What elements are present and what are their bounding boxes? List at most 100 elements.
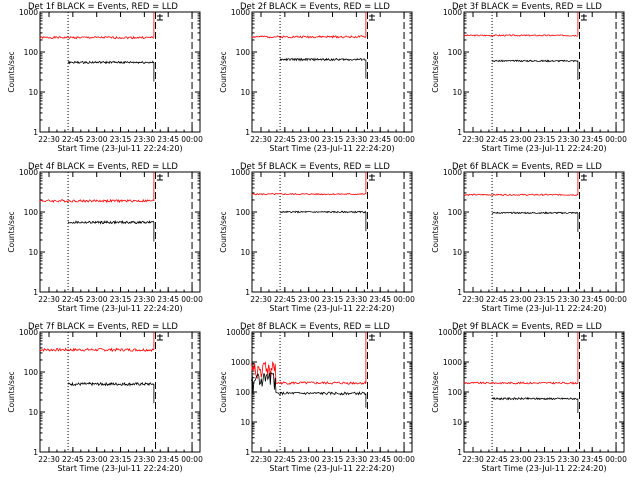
y-tick-label: 100 xyxy=(448,208,463,217)
y-tick-label: 100 xyxy=(24,48,39,57)
detector-panel: Det 1f BLACK = Events, RED = LLD 1 10 100 10… xyxy=(7,2,203,153)
x-tick-label: 23:30 xyxy=(134,295,156,304)
x-tick-label: 22:45 xyxy=(486,295,508,304)
y-tick-label: 1 xyxy=(245,128,250,137)
x-tick-label: 00:00 xyxy=(393,455,415,464)
panel-title: Det 8f BLACK = Events, RED = LLD xyxy=(240,322,390,332)
x-tick-label: 23:15 xyxy=(534,135,556,144)
panel-title: Det 2f BLACK = Events, RED = LLD xyxy=(240,2,390,12)
x-tick-label: 00:00 xyxy=(393,295,415,304)
y-tick-label: 10000 xyxy=(438,328,462,337)
plot-frame xyxy=(39,331,201,453)
x-tick-label: 00:00 xyxy=(393,135,415,144)
x-axis-label: Start Time (23-Jul-11 22:24:20) xyxy=(57,144,182,153)
y-tick-label: 1000 xyxy=(443,8,462,17)
y-tick-label: 1 xyxy=(457,448,462,457)
x-tick-label: 23:45 xyxy=(369,135,391,144)
plot-frame xyxy=(251,11,413,133)
x-axis-label: Start Time (23-Jul-11 22:24:20) xyxy=(57,464,182,473)
events-rate-line xyxy=(491,211,579,215)
lld-rate-line xyxy=(39,198,155,204)
detector-panel: Det 9f BLACK = Events, RED = LLD 1 10 100 10… xyxy=(431,322,627,473)
x-tick-label: 22:30 xyxy=(250,295,272,304)
x-tick-label: 00:00 xyxy=(605,455,627,464)
plot-frame xyxy=(39,171,201,293)
events-rate-line xyxy=(67,219,155,225)
x-axis-label: Start Time (23-Jul-11 22:24:20) xyxy=(481,304,606,313)
x-tick-label: 22:45 xyxy=(62,135,84,144)
panel-title: Det 7f BLACK = Events, RED = LLD xyxy=(28,322,178,332)
events-rate-line xyxy=(491,59,579,63)
x-tick-label: 23:45 xyxy=(581,295,603,304)
y-tick-label: 10 xyxy=(28,248,38,257)
x-tick-label: 23:00 xyxy=(510,135,532,144)
y-axis-label: Counts/sec xyxy=(7,371,16,412)
panel-title: Det 1f BLACK = Events, RED = LLD xyxy=(28,2,178,12)
x-tick-label: 23:30 xyxy=(346,135,368,144)
y-axis-label: Counts/sec xyxy=(7,51,16,92)
y-tick-label: 1000 xyxy=(231,358,250,367)
x-tick-label: 00:00 xyxy=(181,135,203,144)
detector-panel: Det 8f BLACK = Events, RED = LLD 1 10 100 10… xyxy=(219,322,415,473)
y-tick-label: 10 xyxy=(28,88,38,97)
y-tick-label: 1 xyxy=(245,448,250,457)
events-rate-line xyxy=(251,371,367,396)
x-tick-label: 22:45 xyxy=(486,455,508,464)
plot-frame xyxy=(463,331,625,453)
x-tick-label: 23:15 xyxy=(322,455,344,464)
panel-title: Det 6f BLACK = Events, RED = LLD xyxy=(452,162,602,172)
x-tick-label: 23:30 xyxy=(558,455,580,464)
x-tick-label: 23:15 xyxy=(322,295,344,304)
panel-title: Det 9f BLACK = Events, RED = LLD xyxy=(452,322,602,332)
x-tick-label: 22:45 xyxy=(274,135,296,144)
events-rate-line xyxy=(67,381,155,387)
x-tick-label: 23:15 xyxy=(534,295,556,304)
events-rate-line xyxy=(67,60,155,65)
x-axis-label: Start Time (23-Jul-11 22:24:20) xyxy=(269,304,394,313)
y-tick-label: 1000 xyxy=(231,8,250,17)
detector-panel: Det 4f BLACK = Events, RED = LLD 1 10 100 10… xyxy=(7,162,203,313)
y-tick-label: 10 xyxy=(452,88,462,97)
y-axis-label: Counts/sec xyxy=(431,371,440,412)
panel-title: Det 3f BLACK = Events, RED = LLD xyxy=(452,2,602,12)
x-axis-label: Start Time (23-Jul-11 22:24:20) xyxy=(269,464,394,473)
x-axis-label: Start Time (23-Jul-11 22:24:20) xyxy=(57,304,182,313)
y-tick-label: 1 xyxy=(457,128,462,137)
y-axis-label: Counts/sec xyxy=(219,211,228,252)
x-tick-label: 23:30 xyxy=(346,455,368,464)
y-tick-label: 10000 xyxy=(226,328,250,337)
y-tick-label: 100 xyxy=(236,208,251,217)
y-tick-label: 10 xyxy=(28,408,38,417)
x-tick-label: 22:45 xyxy=(274,295,296,304)
x-tick-label: 23:45 xyxy=(369,455,391,464)
x-tick-label: 22:30 xyxy=(38,295,60,304)
x-tick-label: 22:45 xyxy=(486,135,508,144)
y-tick-label: 10 xyxy=(240,418,250,427)
y-axis-label: Counts/sec xyxy=(219,51,228,92)
x-tick-label: 00:00 xyxy=(181,295,203,304)
x-tick-label: 23:00 xyxy=(298,295,320,304)
x-tick-label: 23:45 xyxy=(157,295,179,304)
x-tick-label: 22:45 xyxy=(62,455,84,464)
y-tick-label: 1 xyxy=(33,128,38,137)
plot-frame xyxy=(39,11,201,133)
y-tick-label: 1000 xyxy=(443,358,462,367)
detector-panel: Det 7f BLACK = Events, RED = LLD 1 10 100 10… xyxy=(7,322,203,473)
x-tick-label: 00:00 xyxy=(605,135,627,144)
lld-rate-line xyxy=(463,34,578,37)
lld-rate-line xyxy=(463,193,579,197)
detector-panel: Det 3f BLACK = Events, RED = LLD 1 10 100 10… xyxy=(431,2,627,153)
x-tick-label: 23:30 xyxy=(558,295,580,304)
x-tick-label: 23:00 xyxy=(510,455,532,464)
y-axis-label: Counts/sec xyxy=(7,211,16,252)
x-tick-label: 23:00 xyxy=(86,135,108,144)
x-tick-label: 22:30 xyxy=(38,455,60,464)
y-tick-label: 100 xyxy=(236,48,251,57)
y-tick-label: 1000 xyxy=(19,328,38,337)
detector-panel: Det 5f BLACK = Events, RED = LLD 1 10 100 10… xyxy=(219,162,415,313)
x-tick-label: 23:15 xyxy=(534,455,556,464)
lld-rate-line xyxy=(251,34,367,39)
x-tick-label: 22:30 xyxy=(462,135,484,144)
x-tick-label: 00:00 xyxy=(605,295,627,304)
